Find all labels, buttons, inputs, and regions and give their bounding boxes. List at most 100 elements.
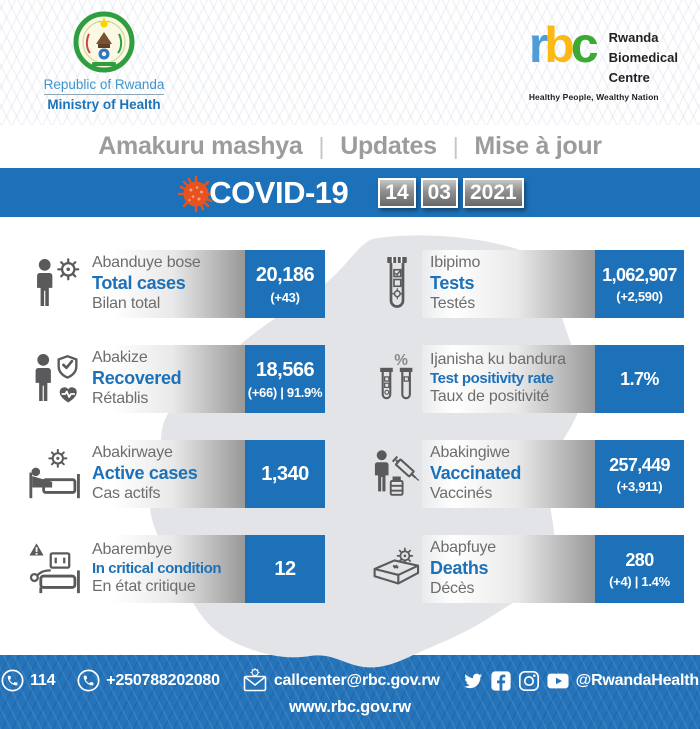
stat-value-box: 1,340 [245, 440, 325, 508]
hotline-long[interactable]: +250788202080 [77, 669, 220, 692]
stat-value: 1,340 [261, 462, 309, 485]
stat-labels: Abapfuye Deaths Décès [422, 535, 595, 603]
critical-care-bed-icon [26, 541, 84, 597]
stat-value-box: 12 [245, 535, 325, 603]
patient-in-bed-icon [26, 448, 84, 500]
gov-divider [44, 94, 164, 95]
rbc-name-line3: Centre [608, 70, 650, 86]
separator: | [318, 133, 325, 159]
stat-value-box: 20,186 (+43) [245, 250, 325, 318]
date-year-box: 2021 [462, 177, 524, 208]
covid-band: COVID-19 14 03 2021 [0, 168, 700, 217]
stat-value-box: 1.7% [595, 345, 684, 413]
rbc-letter-b: b [544, 17, 574, 73]
footer-contacts: 114 +250788202080 [0, 655, 700, 693]
updates-title-french: Mise à jour [474, 132, 602, 160]
instagram-icon[interactable] [518, 670, 540, 692]
rbc-name: Rwanda Biomedical Centre [609, 28, 678, 88]
social-media: @RwandaHealth [462, 670, 699, 692]
phone-icon [77, 669, 100, 692]
stat-value-change: (+66) | 91.9% [247, 384, 323, 400]
stat-labels: Abakize Recovered Rétablis [84, 345, 245, 413]
stat-label-kinyarwanda: Abakingiwe [430, 444, 510, 462]
email-address: callcenter@rbc.gov.rw [273, 671, 440, 689]
stat-label-english: Tests [430, 273, 475, 294]
statistics-panel: Abanduye bose Total cases Bilan total 20… [0, 217, 700, 668]
vaccination-syringe-icon [372, 447, 422, 501]
stat-value-box: 257,449 (+3,911) [595, 440, 684, 508]
hotline-short[interactable]: 114 [1, 669, 55, 692]
stat-value-change: (+2,590) [616, 288, 663, 304]
test-tube-icon [372, 256, 422, 312]
social-handle[interactable]: @RwandaHealth [575, 671, 699, 689]
gov-title: Republic of Rwanda [43, 77, 165, 92]
stat-label-english: Deaths [430, 558, 489, 579]
stat-row-vaccinated: Abakingiwe Vaccinated Vaccinés 257,449 (… [372, 440, 684, 508]
stat-label-french: Vaccinés [430, 484, 493, 502]
rbc-logo: rbc [529, 20, 599, 70]
stat-row-deaths: Abapfuye Deaths Décès 280 (+4) | 1.4% [372, 535, 684, 603]
stat-label-kinyarwanda: Ijanisha ku bandura [430, 350, 566, 368]
hotline-long-number: +250788202080 [106, 671, 220, 689]
stat-value-change: (+3,911) [616, 478, 663, 494]
stat-row-recovered: Abakize Recovered Rétablis 18,566 (+66) … [26, 345, 325, 413]
stat-value: 1.7% [620, 368, 659, 389]
stat-label-english: Total cases [92, 273, 186, 294]
stat-labels: Abakirwaye Active cases Cas actifs [84, 440, 245, 508]
stat-label-english: Recovered [92, 368, 182, 389]
stat-label-french: Rétablis [92, 389, 149, 407]
rbc-logo-block: rbc Rwanda Biomedical Centre Healthy Peo… [528, 20, 678, 103]
rbc-name-line1: Rwanda [608, 30, 659, 45]
header: Republic of Rwanda Ministry of Health rb… [0, 0, 700, 125]
stat-value: 12 [274, 557, 296, 580]
stat-label-kinyarwanda: Abanduye bose [92, 254, 201, 272]
stat-row-tests: Ibipimo Tests Testés 1,062,907 (+2,590) [372, 250, 684, 318]
hotline-short-number: 114 [30, 671, 56, 689]
stat-value: 18,566 [255, 358, 315, 381]
stat-label-english: Test positivity rate [430, 369, 554, 387]
stat-label-kinyarwanda: Abakirwaye [92, 444, 173, 462]
stat-value-box: 280 (+4) | 1.4% [595, 535, 684, 603]
twitter-icon[interactable] [462, 670, 484, 692]
date-day-box: 14 [378, 177, 416, 208]
stat-value-box: 18,566 (+66) | 91.9% [245, 345, 325, 413]
updates-title-english: Updates [340, 132, 437, 160]
updates-title-kinyarwanda: Amakuru mashya [98, 132, 303, 160]
stat-label-kinyarwanda: Abarembye [92, 540, 173, 558]
stat-row-test-positivity: % Ijanisha ku bandura [372, 345, 684, 413]
stat-labels: Ijanisha ku bandura Test positivity rate… [422, 345, 595, 413]
updates-bar: Amakuru mashya | Updates | Mise à jour [0, 125, 700, 168]
stat-label-french: Testés [430, 294, 476, 312]
stat-label-english: Vaccinated [430, 463, 522, 484]
stat-value: 20,186 [255, 263, 315, 286]
report-date: 14 03 2021 [378, 177, 524, 208]
person-virus-icon [26, 257, 84, 311]
stat-label-french: Bilan total [92, 294, 161, 312]
stat-value-change: (+43) [270, 289, 300, 305]
stat-label-french: Taux de positivité [430, 388, 550, 406]
email-contact[interactable]: callcenter@rbc.gov.rw [242, 668, 440, 693]
facebook-icon[interactable] [490, 670, 512, 692]
covid-title: COVID-19 [209, 174, 349, 210]
envelope-icon [243, 668, 267, 692]
stat-labels: Abarembye In critical condition En état … [84, 535, 245, 603]
rbc-letter-c: c [570, 17, 599, 73]
stat-label-french: Cas actifs [92, 484, 161, 502]
rbc-name-line2: Biomedical [608, 50, 678, 66]
stat-label-english: Active cases [92, 463, 198, 484]
rbc-tagline: Healthy People, Wealthy Nation [528, 92, 659, 103]
stat-value: 280 [625, 549, 654, 570]
government-block: Republic of Rwanda Ministry of Health [34, 10, 174, 112]
youtube-icon[interactable] [546, 670, 570, 692]
coffin-virus-icon [372, 545, 422, 593]
stat-labels: Ibipimo Tests Testés [422, 250, 595, 318]
date-month-box: 03 [420, 177, 458, 208]
stat-value-change: (+4) | 1.4% [609, 573, 670, 589]
website-link[interactable]: www.rbc.gov.rw [289, 698, 411, 716]
svg-text:%: % [394, 352, 408, 369]
stat-value-box: 1,062,907 (+2,590) [595, 250, 684, 318]
gov-subtitle: Ministry of Health [47, 97, 161, 112]
stat-value: 257,449 [609, 454, 670, 475]
rbc-letter-r: r [528, 17, 549, 73]
